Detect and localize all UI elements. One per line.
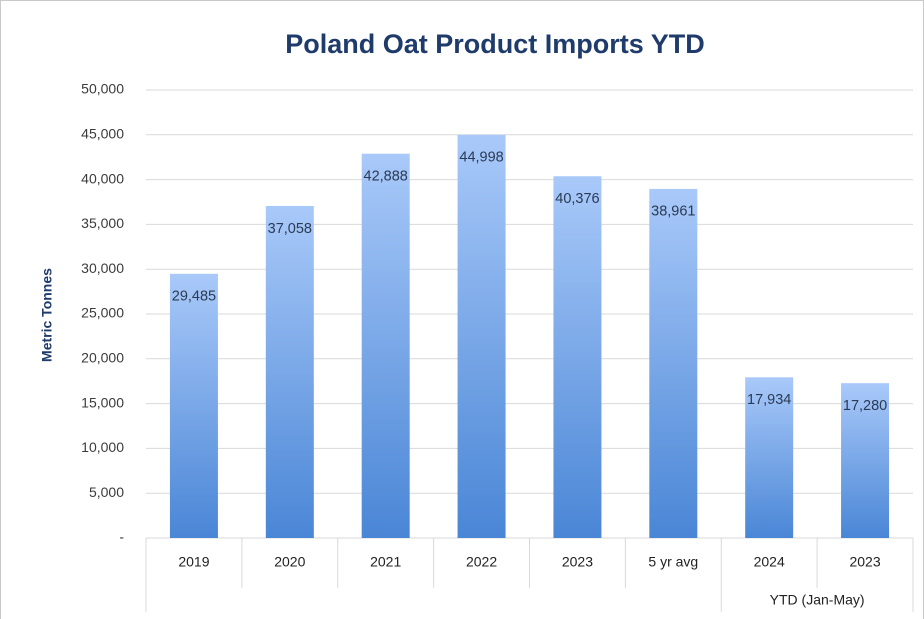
- y-tick-label: 30,000: [81, 260, 124, 276]
- data-label: 29,485: [172, 289, 216, 305]
- data-label: 40,376: [555, 191, 599, 207]
- y-tick-label: 15,000: [81, 394, 124, 410]
- x-tick-label: 2021: [370, 554, 401, 570]
- bar: [265, 205, 314, 538]
- x-tick-label: 2024: [754, 554, 785, 570]
- y-tick-label: 5,000: [89, 484, 124, 500]
- y-tick-label: 50,000: [81, 81, 124, 97]
- data-label: 37,058: [268, 221, 312, 237]
- bar: [457, 134, 506, 538]
- x-tick-label: 2019: [178, 554, 209, 570]
- data-label: 38,961: [651, 204, 695, 220]
- bar: [169, 273, 218, 538]
- bar: [745, 377, 794, 538]
- category-group-label: YTD (Jan-May): [770, 592, 865, 608]
- x-tick-label: 2020: [274, 554, 305, 570]
- y-tick-label: 10,000: [81, 439, 124, 455]
- y-tick-label: 45,000: [81, 126, 124, 142]
- x-tick-label: 2022: [466, 554, 497, 570]
- x-tick-label: 2023: [849, 554, 880, 570]
- data-label: 17,934: [747, 392, 791, 408]
- bar: [841, 383, 890, 538]
- y-tick-label: -: [119, 529, 124, 545]
- y-tick-label: 25,000: [81, 305, 124, 321]
- x-tick-label: 2023: [562, 554, 593, 570]
- y-tick-label: 40,000: [81, 170, 124, 186]
- y-tick-label: 35,000: [81, 215, 124, 231]
- bar: [649, 188, 698, 539]
- y-axis-label: Metric Tonnes: [39, 268, 55, 362]
- chart-title: Poland Oat Product Imports YTD: [285, 29, 705, 59]
- data-label: 42,888: [364, 169, 408, 185]
- data-label: 44,998: [459, 150, 503, 166]
- x-tick-label: 5 yr avg: [648, 554, 698, 570]
- y-tick-label: 20,000: [81, 350, 124, 366]
- bar: [361, 153, 410, 539]
- bar: [553, 176, 602, 539]
- data-label: 17,280: [843, 398, 887, 414]
